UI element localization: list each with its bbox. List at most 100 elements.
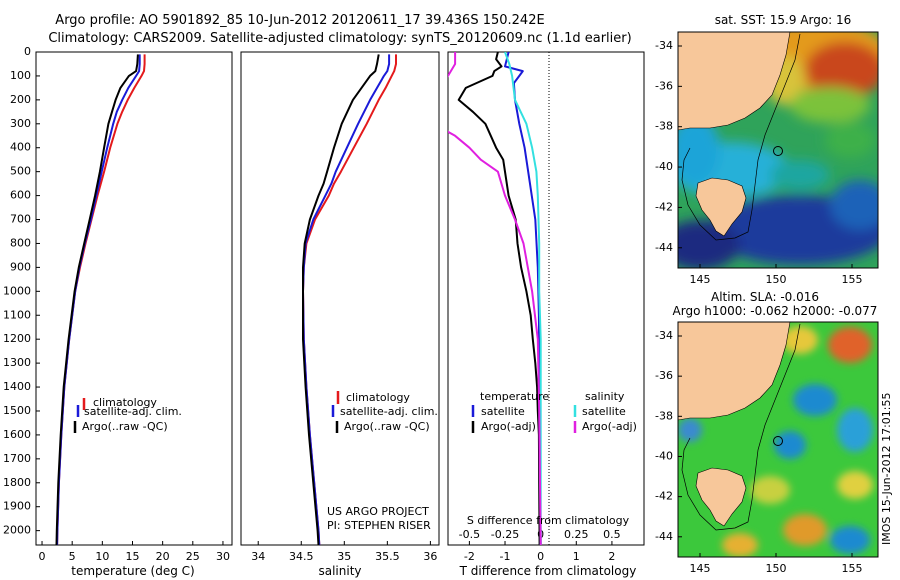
lat-tick-label: -40 xyxy=(655,449,673,462)
x-tick-label: 0 xyxy=(39,550,46,563)
depth-tick-label: 700 xyxy=(10,213,31,226)
lat-tick-label: -44 xyxy=(655,241,673,254)
sst-tasmania xyxy=(695,177,747,237)
legend-label-s-argo: Argo(-adj) xyxy=(582,420,637,433)
difference-legend-temperature: temperature satellite Argo(-adj) xyxy=(471,390,549,433)
salinity-ticks: 34 34.5 35 35.5 36 xyxy=(251,541,437,563)
sla-field xyxy=(678,326,873,557)
difference-panel: -2 -1 0 1 2-0.5 -0.25 0 0.25 0.5 temperature sat… xyxy=(447,51,645,578)
depth-tick-label: 800 xyxy=(10,236,31,249)
salinity-annotation-pi: PI: STEPHEN RISER xyxy=(327,519,431,532)
x-tick-label: 5 xyxy=(69,550,76,563)
x-tick-label: 0 xyxy=(537,550,544,563)
legend-label-t-argo: Argo(-adj) xyxy=(481,420,536,433)
salinity-axes-frame xyxy=(240,51,440,546)
x-tick-label: 34.5 xyxy=(289,550,314,563)
sla-map-title1: Altim. SLA: -0.016 xyxy=(711,290,819,304)
series-line-t-argo-adj- xyxy=(457,52,541,545)
legend-label-s-satellite: satellite xyxy=(582,405,626,418)
lat-tick-label: -42 xyxy=(655,200,673,213)
x-tick-label: -2 xyxy=(464,550,475,563)
depth-tick-label: 900 xyxy=(10,260,31,273)
salinity-lines xyxy=(302,54,397,545)
s-diff-tick-label: 0.25 xyxy=(564,528,589,541)
series-line-argo-raw-qc- xyxy=(55,54,139,545)
depth-tick-label: 1500 xyxy=(3,404,31,417)
s-diff-tick-label: -0.25 xyxy=(491,528,519,541)
depth-tick-label: 600 xyxy=(10,189,31,202)
lat-tick-label: -42 xyxy=(655,490,673,503)
sla-lon-ticks: 145 150 155 xyxy=(690,553,863,575)
x-tick-label: 1 xyxy=(573,550,580,563)
lat-tick-label: -38 xyxy=(655,120,673,133)
x-tick-label: 36 xyxy=(423,550,437,563)
sla-tasmania xyxy=(695,467,747,527)
temperature-panel: 0100200300400500600700800900100011001200… xyxy=(3,45,233,578)
s-diff-tick-label: 0.5 xyxy=(603,528,621,541)
x-tick-label: 25 xyxy=(186,550,200,563)
legend-label-t-satellite: satellite xyxy=(481,405,525,418)
legend-label-climatology: climatology xyxy=(93,396,157,409)
s-diff-tick-label: -0.5 xyxy=(459,528,480,541)
lon-tick-label: 145 xyxy=(690,562,711,575)
series-line-argo-raw-qc- xyxy=(302,54,380,545)
x-tick-label: 2 xyxy=(608,550,615,563)
lat-tick-label: -40 xyxy=(655,160,673,173)
s-difference-xlabel: S difference from climatology xyxy=(467,514,630,527)
depth-tick-label: 500 xyxy=(10,165,31,178)
legend-title-salinity: salinity xyxy=(585,390,625,403)
lat-tick-label: -36 xyxy=(655,79,673,92)
temperature-lines xyxy=(55,54,146,545)
lon-tick-label: 150 xyxy=(766,562,787,575)
sla-argo-marker xyxy=(773,436,783,446)
lon-tick-label: 145 xyxy=(690,273,711,286)
salinity-panel: 34 34.5 35 35.5 36 climatology satellite-adj… xyxy=(240,51,440,578)
x-tick-label: -1 xyxy=(500,550,511,563)
sla-map: Altim. SLA: -0.016 Argo h1000: -0.062 h2… xyxy=(655,290,893,575)
sst-map: sat. SST: 15.9 Argo: 16 -34 -36 -38 xyxy=(655,13,879,286)
lon-tick-label: 150 xyxy=(766,273,787,286)
temperature-xlabel: temperature (deg C) xyxy=(71,564,194,578)
series-line-t-satellite xyxy=(504,52,542,545)
legend-label-argo: Argo(..raw -QC) xyxy=(82,420,168,433)
depth-tick-label: 1000 xyxy=(3,284,31,297)
x-tick-label: 10 xyxy=(95,550,109,563)
sst-argo-marker xyxy=(773,146,783,156)
depth-tick-label: 1200 xyxy=(3,332,31,345)
salinity-legend: climatology satellite-adj. clim. Argo(..… xyxy=(331,391,438,433)
depth-tick-label: 1100 xyxy=(3,308,31,321)
depth-tick-label: 1400 xyxy=(3,380,31,393)
difference-ticks: -2 -1 0 1 2-0.5 -0.25 0 0.25 0.5 xyxy=(459,528,621,563)
t-difference-xlabel: T difference from climatology xyxy=(459,564,637,578)
depth-ticks: 0 100 200 300 400 500 600 700 800 900 1000 1100 1200… xyxy=(3,45,40,537)
sla-lat-ticks: -34 -36 -38 -40 -42 -44 xyxy=(655,329,682,543)
sst-shelf-contour xyxy=(681,33,801,241)
salinity-annotation-project: US ARGO PROJECT xyxy=(327,505,429,518)
x-tick-label: 30 xyxy=(216,550,230,563)
sst-map-title: sat. SST: 15.9 Argo: 16 xyxy=(715,13,852,27)
sla-map-frame xyxy=(677,321,879,558)
depth-tick-label: 1900 xyxy=(3,500,31,513)
legend-label-satellite-s: satellite-adj. clim. xyxy=(340,405,438,418)
temperature-legend: climatology satellite-adj. clim. Argo(..… xyxy=(73,396,182,433)
depth-tick-label: 300 xyxy=(10,117,31,130)
figure-title-line2: Climatology: CARS2009. Satellite-adjuste… xyxy=(48,31,631,46)
sst-mainland xyxy=(678,32,791,131)
depth-tick-label: 0 xyxy=(24,45,31,58)
depth-tick-label: 1700 xyxy=(3,452,31,465)
lat-tick-label: -36 xyxy=(655,369,673,382)
lat-tick-label: -44 xyxy=(655,530,673,543)
difference-legend-salinity: salinity satellite Argo(-adj) xyxy=(573,390,637,433)
lon-tick-label: 155 xyxy=(842,562,863,575)
x-tick-label: 35.5 xyxy=(375,550,400,563)
sla-mainland xyxy=(678,322,791,421)
difference-lines xyxy=(448,52,542,545)
legend-label-argo-s: Argo(..raw -QC) xyxy=(344,420,430,433)
sla-map-title2: Argo h1000: -0.062 h2000: -0.077 xyxy=(673,304,878,318)
sla-shelf-contour xyxy=(681,323,801,531)
depth-tick-label: 100 xyxy=(10,69,31,82)
legend-title-temperature: temperature xyxy=(480,390,549,403)
depth-tick-label: 1300 xyxy=(3,356,31,369)
series-line-s-satellite xyxy=(504,52,542,545)
